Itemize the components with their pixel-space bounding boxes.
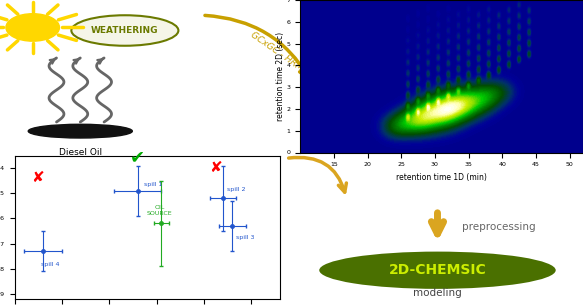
Text: ✘: ✘ [209, 160, 222, 175]
Text: spill 1: spill 1 [145, 182, 163, 187]
Text: spill 4: spill 4 [41, 262, 59, 267]
Ellipse shape [28, 124, 132, 138]
Text: OIL
SOURCE: OIL SOURCE [147, 205, 173, 216]
Y-axis label: retention time 2D (sec): retention time 2D (sec) [276, 32, 285, 121]
Text: Diesel Oil: Diesel Oil [59, 148, 102, 157]
Ellipse shape [71, 15, 178, 46]
Text: ✘: ✘ [31, 170, 43, 185]
Text: spill 3: spill 3 [236, 235, 255, 239]
Text: preprocessing: preprocessing [462, 222, 535, 232]
X-axis label: retention time 1D (min): retention time 1D (min) [396, 173, 487, 182]
Circle shape [6, 14, 59, 41]
Ellipse shape [319, 252, 556, 289]
Text: GCxGC - HRMS: GCxGC - HRMS [250, 30, 310, 76]
Text: ✔: ✔ [130, 148, 145, 166]
Text: spill 2: spill 2 [227, 187, 245, 192]
Text: 2D-CHEMSIC: 2D-CHEMSIC [389, 263, 486, 277]
Text: modeling: modeling [413, 288, 462, 298]
Text: WEATHERING: WEATHERING [91, 26, 159, 35]
